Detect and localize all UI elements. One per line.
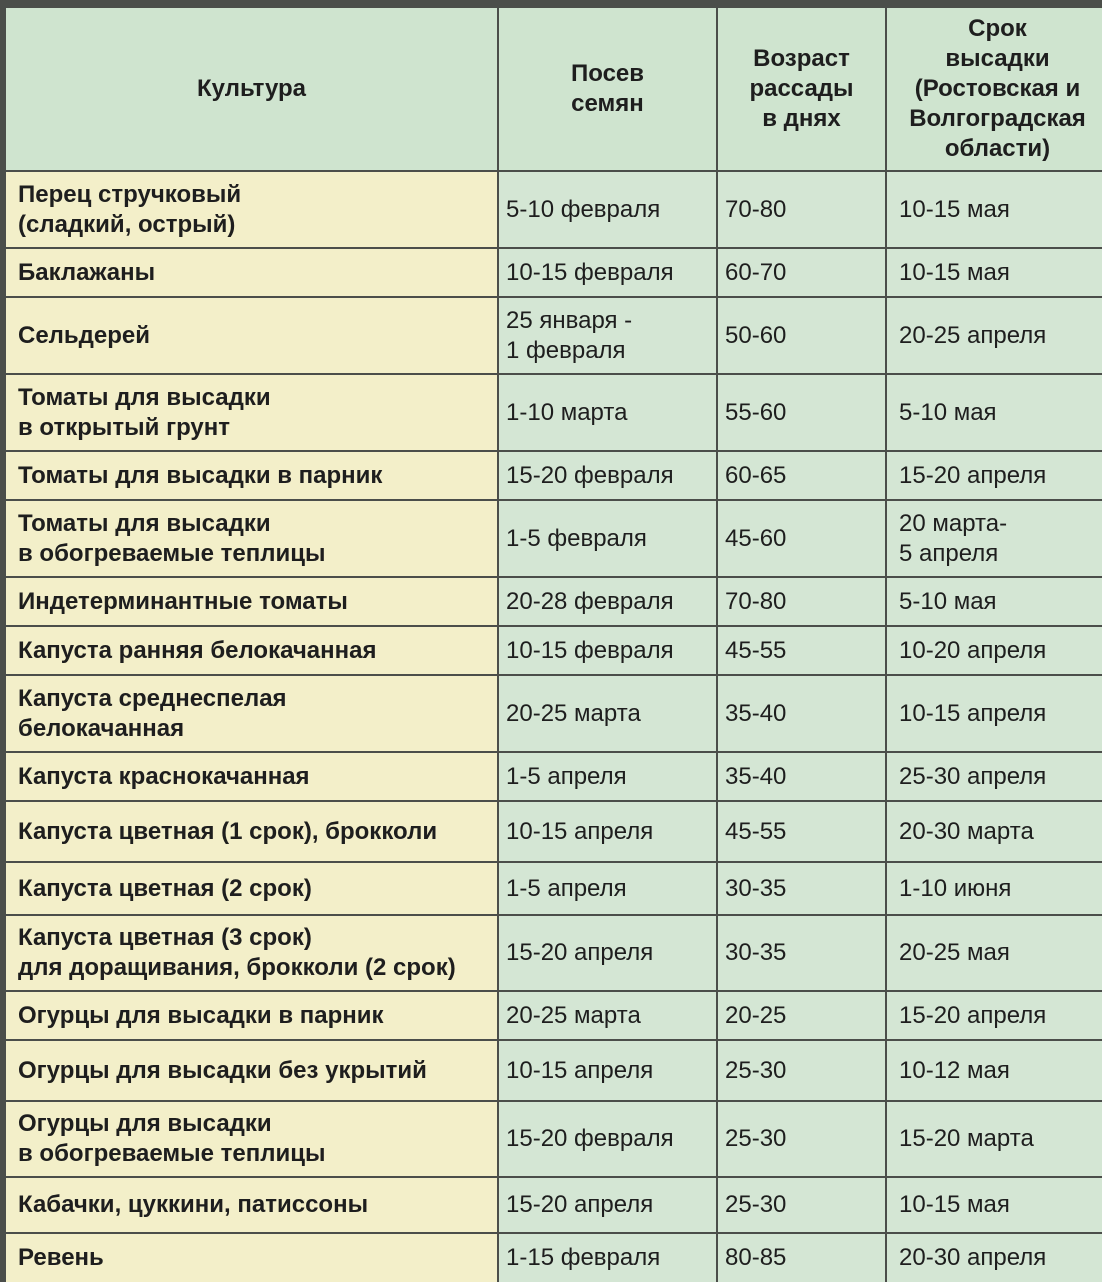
row-planting-cell: 20 марта- 5 апреля [887, 501, 1102, 576]
row-crop-cell: Капуста цветная (1 срок), брокколи [6, 802, 497, 861]
row-crop-cell: Огурцы для высадки без укрытий [6, 1041, 497, 1100]
row-planting-cell: 5-10 мая [887, 375, 1102, 450]
row-sowing-cell: 1-10 марта [499, 375, 716, 450]
row-sowing-cell: 10-15 февраля [499, 627, 716, 674]
row-age-cell: 35-40 [718, 753, 885, 800]
row-crop-cell: Капуста цветная (2 срок) [6, 863, 497, 914]
row-planting-cell: 15-20 апреля [887, 992, 1102, 1039]
row-crop-cell: Капуста среднеспелая белокачанная [6, 676, 497, 751]
header-crop: Культура [6, 8, 497, 170]
row-planting-cell: 10-15 мая [887, 1178, 1102, 1232]
row-planting-cell: 20-30 марта [887, 802, 1102, 861]
row-age-cell: 30-35 [718, 916, 885, 990]
row-age-cell: 80-85 [718, 1234, 885, 1282]
row-planting-cell: 5-10 мая [887, 578, 1102, 625]
row-planting-cell: 20-25 мая [887, 916, 1102, 990]
planting-schedule-table: Культура Посев семян Возраст рассады в д… [6, 8, 1102, 1282]
row-sowing-cell: 1-5 апреля [499, 753, 716, 800]
row-sowing-cell: 15-20 апреля [499, 1178, 716, 1232]
row-age-cell: 45-60 [718, 501, 885, 576]
row-sowing-cell: 10-15 февраля [499, 249, 716, 296]
row-planting-cell: 10-12 мая [887, 1041, 1102, 1100]
row-planting-cell: 1-10 июня [887, 863, 1102, 914]
row-sowing-cell: 10-15 апреля [499, 1041, 716, 1100]
row-sowing-cell: 1-5 февраля [499, 501, 716, 576]
row-sowing-cell: 15-20 февраля [499, 1102, 716, 1176]
row-planting-cell: 20-30 апреля [887, 1234, 1102, 1282]
row-crop-cell: Огурцы для высадки в обогреваемые теплиц… [6, 1102, 497, 1176]
row-sowing-cell: 20-25 марта [499, 676, 716, 751]
row-crop-cell: Томаты для высадки в парник [6, 452, 497, 499]
row-crop-cell: Кабачки, цуккини, патиссоны [6, 1178, 497, 1232]
row-age-cell: 60-65 [718, 452, 885, 499]
header-sowing: Посев семян [499, 8, 716, 170]
row-planting-cell: 10-15 мая [887, 249, 1102, 296]
row-planting-cell: 10-15 мая [887, 172, 1102, 247]
row-crop-cell: Капуста краснокачанная [6, 753, 497, 800]
row-sowing-cell: 10-15 апреля [499, 802, 716, 861]
row-planting-cell: 15-20 апреля [887, 452, 1102, 499]
row-age-cell: 55-60 [718, 375, 885, 450]
row-age-cell: 45-55 [718, 802, 885, 861]
row-sowing-cell: 1-15 февраля [499, 1234, 716, 1282]
row-crop-cell: Сельдерей [6, 298, 497, 373]
row-planting-cell: 10-15 апреля [887, 676, 1102, 751]
row-sowing-cell: 15-20 апреля [499, 916, 716, 990]
row-crop-cell: Томаты для высадки в открытый грунт [6, 375, 497, 450]
row-planting-cell: 10-20 апреля [887, 627, 1102, 674]
row-age-cell: 60-70 [718, 249, 885, 296]
row-age-cell: 45-55 [718, 627, 885, 674]
row-age-cell: 70-80 [718, 172, 885, 247]
row-planting-cell: 25-30 апреля [887, 753, 1102, 800]
row-age-cell: 70-80 [718, 578, 885, 625]
row-age-cell: 25-30 [718, 1178, 885, 1232]
row-sowing-cell: 20-25 марта [499, 992, 716, 1039]
row-sowing-cell: 20-28 февраля [499, 578, 716, 625]
header-planting-period: Срок высадки (Ростовская и Волгоградская… [887, 8, 1102, 170]
row-sowing-cell: 1-5 апреля [499, 863, 716, 914]
row-age-cell: 25-30 [718, 1041, 885, 1100]
row-sowing-cell: 5-10 февраля [499, 172, 716, 247]
row-crop-cell: Томаты для высадки в обогреваемые теплиц… [6, 501, 497, 576]
row-crop-cell: Ревень [6, 1234, 497, 1282]
row-sowing-cell: 25 января - 1 февраля [499, 298, 716, 373]
row-age-cell: 30-35 [718, 863, 885, 914]
row-crop-cell: Баклажаны [6, 249, 497, 296]
row-age-cell: 20-25 [718, 992, 885, 1039]
row-age-cell: 50-60 [718, 298, 885, 373]
row-age-cell: 35-40 [718, 676, 885, 751]
row-crop-cell: Капуста цветная (3 срок) для доращивания… [6, 916, 497, 990]
row-crop-cell: Перец стручковый (сладкий, острый) [6, 172, 497, 247]
row-planting-cell: 20-25 апреля [887, 298, 1102, 373]
row-sowing-cell: 15-20 февраля [499, 452, 716, 499]
row-crop-cell: Индетерминантные томаты [6, 578, 497, 625]
row-age-cell: 25-30 [718, 1102, 885, 1176]
row-crop-cell: Огурцы для высадки в парник [6, 992, 497, 1039]
header-seedling-age: Возраст рассады в днях [718, 8, 885, 170]
row-crop-cell: Капуста ранняя белокачанная [6, 627, 497, 674]
row-planting-cell: 15-20 марта [887, 1102, 1102, 1176]
